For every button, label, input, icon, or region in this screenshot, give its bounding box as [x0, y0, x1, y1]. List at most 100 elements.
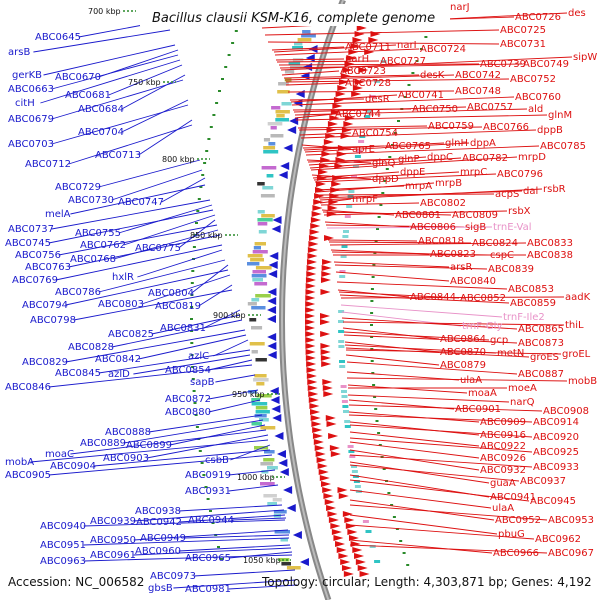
gene-label[interactable]: metN	[497, 348, 524, 359]
gene-label[interactable]: dppB	[537, 125, 563, 136]
gene-label[interactable]: ABC0966	[493, 548, 539, 559]
gene-label[interactable]: ABC0744	[335, 109, 381, 120]
gene-label[interactable]: ABC0952	[495, 515, 541, 526]
gene-label[interactable]: ABC0905	[5, 470, 51, 481]
gene-label[interactable]: mrpD	[518, 152, 546, 163]
gene-label[interactable]: glnH	[445, 138, 468, 149]
gene-label[interactable]: ABC0741	[398, 90, 444, 101]
gene-label[interactable]: ABC0737	[8, 224, 54, 235]
gene-label[interactable]: sapB	[190, 377, 215, 388]
gene-label[interactable]: ABC0888	[105, 427, 151, 438]
gene-label[interactable]: narQ	[510, 397, 535, 408]
gene-label[interactable]: citH	[15, 98, 35, 109]
gene-label[interactable]: mrpA	[405, 181, 432, 192]
gene-label[interactable]: ulaA	[492, 503, 514, 514]
gene-label[interactable]: narJ	[450, 2, 470, 13]
gene-label[interactable]: azlC	[188, 351, 209, 362]
gene-label[interactable]: ABC0937	[520, 476, 566, 487]
gene-label[interactable]: ABC0887	[518, 369, 564, 380]
gene-label[interactable]: ABC0965	[185, 553, 231, 564]
gene-label[interactable]: ABC0844	[410, 292, 456, 303]
gene-label[interactable]: ABC0752	[510, 74, 556, 85]
rna-label[interactable]: trnF-Gly	[462, 321, 502, 332]
gene-label[interactable]: des	[568, 8, 586, 19]
gene-label[interactable]: ABC0951	[40, 540, 86, 551]
gene-label[interactable]: ABC0818	[418, 236, 464, 247]
gene-label[interactable]: ABC0939	[90, 516, 136, 527]
gene-label[interactable]: ABC0679	[8, 114, 54, 125]
gene-label[interactable]: ABC0726	[515, 12, 561, 23]
gene-label[interactable]: ABC0903	[103, 453, 149, 464]
gene-label[interactable]: cspC	[490, 250, 514, 261]
gene-label[interactable]: ABC0870	[440, 347, 486, 358]
gene-label[interactable]: ABC0775	[135, 243, 181, 254]
gene-label[interactable]: ABC0941	[490, 492, 536, 503]
gene-label[interactable]: ABC0950	[90, 535, 136, 546]
gene-label[interactable]: ABC0842	[95, 354, 141, 365]
gene-label[interactable]: ABC0963	[40, 556, 86, 567]
gene-label[interactable]: ABC0833	[527, 238, 573, 249]
gene-label[interactable]: ABC0945	[530, 496, 576, 507]
gene-label[interactable]: sigB	[465, 222, 486, 233]
gene-label[interactable]: glnM	[548, 110, 572, 121]
gene-label[interactable]: ABC0670	[55, 72, 101, 83]
gene-label[interactable]: moeA	[508, 383, 537, 394]
gene-label[interactable]: mobA	[5, 457, 34, 468]
gene-label[interactable]: ABC0853	[508, 284, 554, 295]
gene-label[interactable]: ABC0766	[483, 122, 529, 133]
gene-label[interactable]: acpS	[495, 189, 519, 200]
gene-label[interactable]: gerKB	[12, 70, 42, 81]
gene-label[interactable]: ABC0904	[50, 461, 96, 472]
gene-label[interactable]: ABC0739	[480, 59, 526, 70]
gene-label[interactable]: ABC0712	[25, 159, 71, 170]
gene-label[interactable]: dppD	[372, 174, 399, 185]
gene-label[interactable]: ABC0909	[480, 417, 526, 428]
gene-label[interactable]: ABC0727	[380, 56, 426, 67]
gene-label[interactable]: guaA	[490, 478, 516, 489]
gene-label[interactable]: ABC0940	[40, 521, 86, 532]
gene-label[interactable]: ABC0908	[543, 406, 589, 417]
gene-label[interactable]: ABC0703	[8, 139, 54, 150]
gene-label[interactable]: ABC0749	[523, 59, 569, 70]
gene-label[interactable]: ABC0681	[65, 90, 111, 101]
gene-label[interactable]: ABC0926	[480, 453, 526, 464]
gene-label[interactable]: ABC0931	[185, 486, 231, 497]
gene-label[interactable]: ABC0747	[118, 197, 164, 208]
gene-label[interactable]: glnQ	[372, 158, 395, 169]
gene-label[interactable]: ABC0794	[22, 300, 68, 311]
gene-label[interactable]: ABC0801	[395, 210, 441, 221]
gene-label[interactable]: ABC0768	[70, 254, 116, 265]
gene-label[interactable]: ABC0879	[440, 360, 486, 371]
gene-label[interactable]: ABC0713	[95, 150, 141, 161]
gene-label[interactable]: ABC0824	[472, 238, 518, 249]
gene-label[interactable]: ABC0872	[165, 394, 211, 405]
gene-label[interactable]: ABC0765	[385, 141, 431, 152]
gene-label[interactable]: aadK	[565, 292, 591, 303]
gene-label[interactable]: ABC0901	[455, 404, 501, 415]
gene-label[interactable]: ABC0748	[455, 86, 501, 97]
gene-label[interactable]: ABC0750	[412, 104, 458, 115]
gene-label[interactable]: ABC0829	[22, 357, 68, 368]
gene-label[interactable]: ABC0838	[527, 250, 573, 261]
gene-label[interactable]: ABC0973	[150, 571, 196, 582]
gene-label[interactable]: ABC0828	[68, 342, 114, 353]
gene-label[interactable]: ABC0754	[352, 128, 398, 139]
gene-label[interactable]: dppC	[427, 152, 453, 163]
gene-label[interactable]: ABC0961	[90, 550, 136, 561]
gene-label[interactable]: ABC0684	[78, 104, 124, 115]
gene-label[interactable]: dppA	[470, 138, 496, 149]
gene-label[interactable]: rsbX	[508, 206, 531, 217]
gene-label[interactable]: ABC0762	[80, 240, 126, 251]
gene-label[interactable]: ABC0755	[75, 228, 121, 239]
gene-label[interactable]: ABC0663	[8, 84, 54, 95]
rna-label[interactable]: trnF-Ile2	[503, 312, 545, 323]
gene-label[interactable]: ABC0759	[428, 121, 474, 132]
gene-label[interactable]: ABC0809	[452, 210, 498, 221]
gene-label[interactable]: ABC0962	[535, 534, 581, 545]
gene-label[interactable]: ABC0724	[420, 44, 466, 55]
gene-label[interactable]: ABC0922	[480, 441, 526, 452]
gene-label[interactable]: ABC0967	[548, 548, 594, 559]
gene-label[interactable]: arsB	[8, 47, 30, 58]
gene-label[interactable]: ABC0745	[5, 238, 51, 249]
gene-label[interactable]: ABC0823	[430, 249, 476, 260]
